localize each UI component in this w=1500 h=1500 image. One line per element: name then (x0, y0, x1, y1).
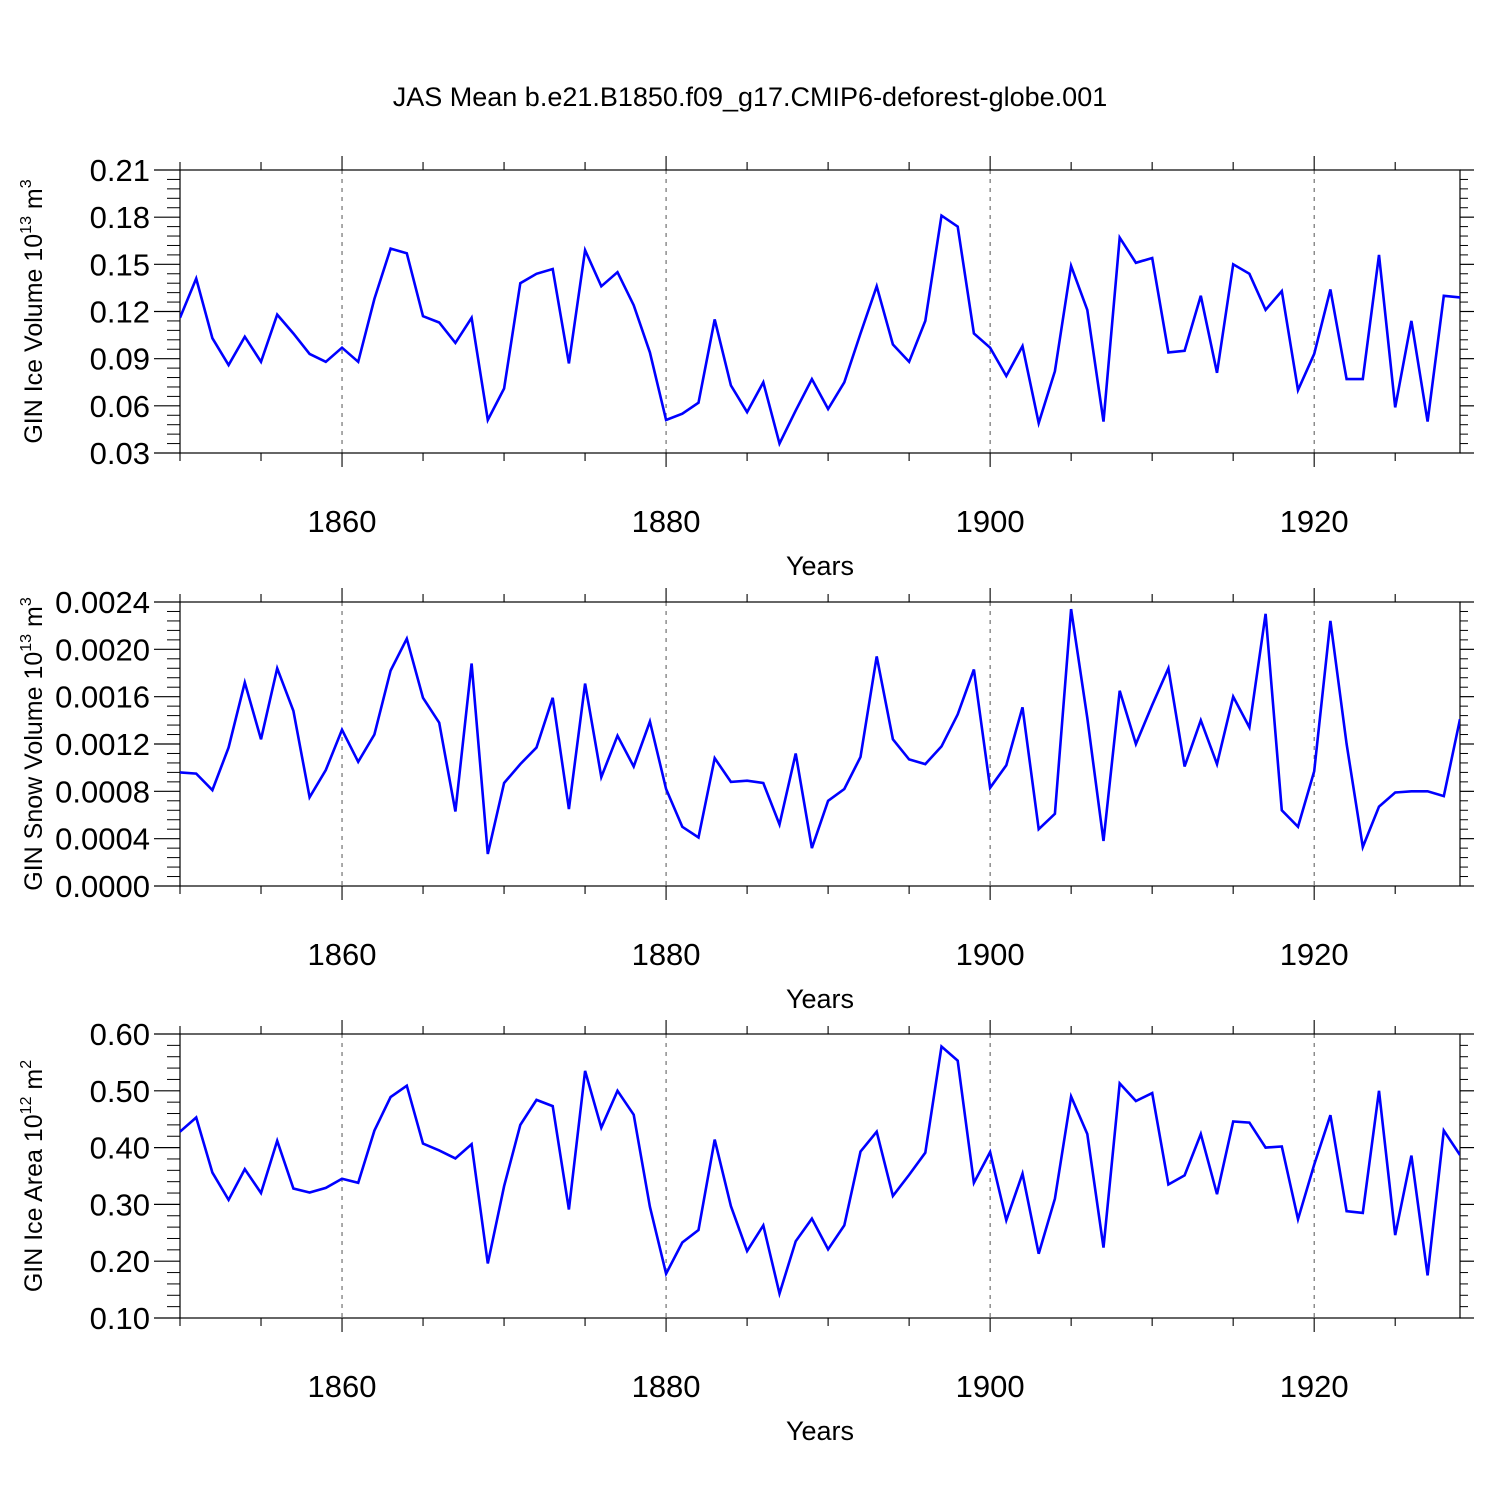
x-tick-label: 1900 (956, 1369, 1025, 1404)
y-axis-label: GIN Snow Volume 1013 m3 (18, 597, 48, 891)
series-line (180, 1043, 1460, 1299)
chart-title: JAS Mean b.e21.B1850.f09_g17.CMIP6-defor… (393, 82, 1107, 112)
y-tick-label: 0.18 (90, 200, 150, 235)
y-tick-label: 0.0020 (55, 632, 150, 667)
y-tick-label: 0.0024 (55, 585, 150, 620)
y-tick-label: 0.15 (90, 247, 150, 282)
x-tick-label: 1880 (632, 937, 701, 972)
y-tick-label: 0.0000 (55, 869, 150, 904)
plot-frame (179, 1033, 1461, 1319)
x-tick-label: 1900 (956, 937, 1025, 972)
y-tick-label: 0.0008 (55, 774, 150, 809)
y-tick-label: 0.12 (90, 295, 150, 330)
x-axis-label: Years (786, 1416, 854, 1446)
y-tick-label: 0.40 (90, 1131, 150, 1166)
chart-panel-2: 0.0000 0.0004 0.0008 0.0012 0.0016 0.0020 0.00… (18, 585, 1474, 1014)
y-tick-label: 0.10 (90, 1301, 150, 1336)
y-tick-label: 0.30 (90, 1187, 150, 1222)
x-tick-label: 1920 (1280, 937, 1349, 972)
y-tick-label: 0.20 (90, 1244, 150, 1279)
y-axis-label: GIN Ice Area 1012 m2 (18, 1060, 48, 1292)
x-tick-label: 1900 (956, 504, 1025, 539)
x-tick-label: 1860 (308, 937, 377, 972)
x-axis-label: Years (786, 984, 854, 1014)
x-tick-label: 1920 (1280, 1369, 1349, 1404)
y-tick-label: 0.0004 (55, 822, 150, 857)
y-tick-label: 0.03 (90, 436, 150, 471)
y-tick-label: 0.60 (90, 1017, 150, 1052)
y-tick-label: 0.0016 (55, 680, 150, 715)
y-tick-label: 0.06 (90, 389, 150, 424)
y-tick-label: 0.21 (90, 153, 150, 188)
series-line (180, 608, 1460, 855)
y-axis-label: GIN Ice Volume 1013 m3 (18, 179, 48, 443)
x-tick-label: 1880 (632, 1369, 701, 1404)
x-axis-label: Years (786, 551, 854, 581)
chart-panel-1: 0.03 0.06 0.09 0.12 0.15 0.18 0.21 1860 1880 1900… (18, 153, 1474, 581)
y-tick-label: 0.09 (90, 342, 150, 377)
series-line (180, 213, 1460, 448)
x-tick-label: 1880 (632, 504, 701, 539)
x-tick-label: 1860 (308, 504, 377, 539)
x-tick-label: 1860 (308, 1369, 377, 1404)
y-tick-label: 0.0012 (55, 727, 150, 762)
x-tick-label: 1920 (1280, 504, 1349, 539)
chart-panel-3: 0.10 0.20 0.30 0.40 0.50 0.60 1860 1880 1900 1920… (18, 1017, 1474, 1446)
y-tick-label: 0.50 (90, 1074, 150, 1109)
